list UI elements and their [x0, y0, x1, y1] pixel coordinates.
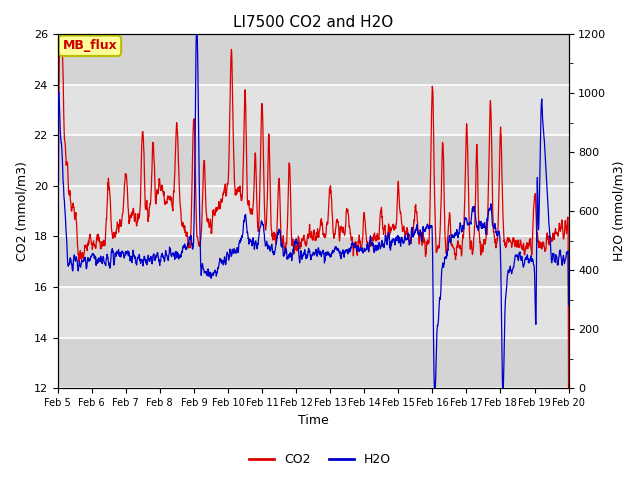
Legend: CO2, H2O: CO2, H2O: [244, 448, 396, 471]
Text: MB_flux: MB_flux: [63, 39, 117, 52]
Bar: [58, 186, 568, 237]
Y-axis label: CO2 (mmol/m3): CO2 (mmol/m3): [15, 161, 28, 261]
Bar: [58, 34, 568, 84]
Title: LI7500 CO2 and H2O: LI7500 CO2 and H2O: [233, 15, 393, 30]
Bar: [58, 338, 568, 388]
X-axis label: Time: Time: [298, 414, 328, 427]
Bar: [58, 135, 568, 186]
Bar: [58, 287, 568, 338]
Bar: [58, 237, 568, 287]
Y-axis label: H2O (mmol/m3): H2O (mmol/m3): [612, 161, 625, 262]
Bar: [58, 84, 568, 135]
